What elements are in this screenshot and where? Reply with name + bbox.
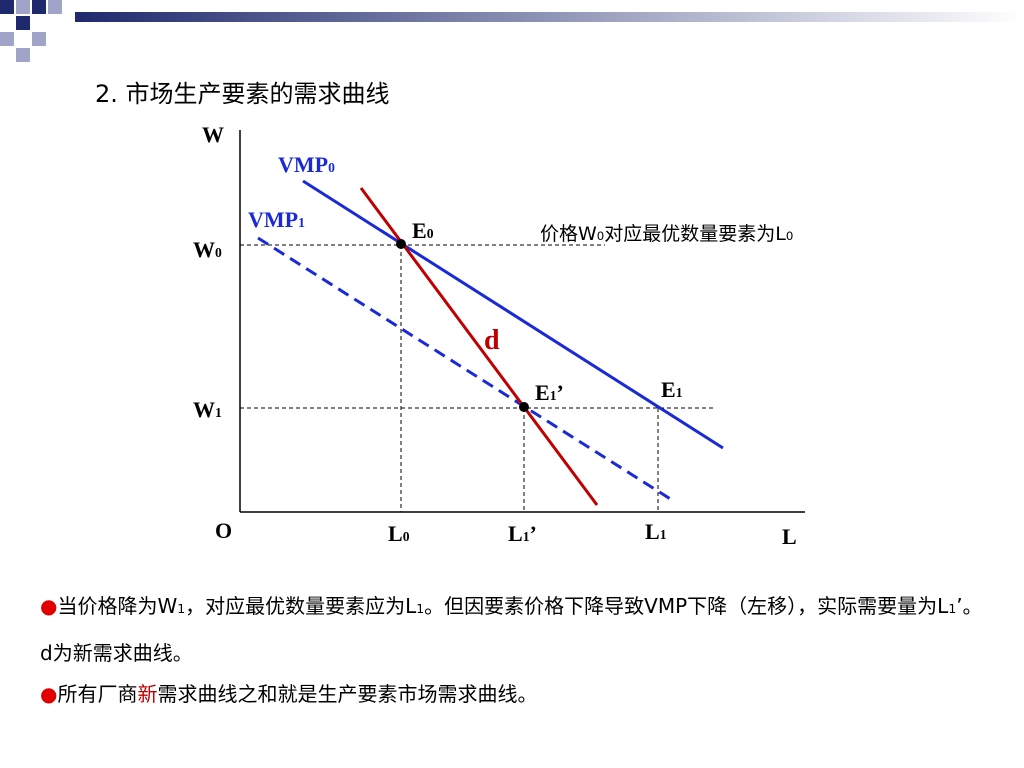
text-part: 0 — [215, 245, 222, 260]
axis-label: O — [215, 518, 232, 543]
text-part: 新 — [137, 682, 158, 706]
label: VMP1 — [248, 207, 305, 232]
text-part: 1 — [416, 601, 425, 616]
text-part: W — [193, 237, 215, 262]
text-part: 1 — [676, 385, 683, 400]
label: L1 — [645, 519, 667, 544]
title: 2. 市场生产要素的需求曲线 — [95, 80, 390, 108]
text-part: 1 — [550, 388, 557, 403]
annotation: 价格W0对应最优数量要素为L0 — [540, 223, 793, 245]
decoration — [0, 0, 1024, 62]
bullet: ●所有厂商新需求曲线之和就是生产要素市场需求曲线。 — [40, 672, 990, 716]
text-part: W — [193, 397, 215, 422]
text-part: L — [388, 521, 403, 546]
text-part: 0 — [403, 529, 410, 544]
text-part: ● — [40, 594, 58, 618]
text-part: ，对应最优数量要素应为L — [185, 594, 417, 618]
label: VMP0 — [278, 152, 335, 177]
label: L1’ — [508, 521, 537, 546]
text-part: 0 — [597, 229, 605, 243]
text-part: 1 — [660, 527, 667, 542]
text-part: 1 — [298, 215, 305, 230]
text-part: 0 — [786, 229, 794, 243]
text-part: 。但因要素价格下降导致VMP下降（左移），实际需要量为L — [424, 594, 949, 618]
vmp1-line — [257, 236, 673, 502]
axis-label: L — [782, 524, 797, 549]
label: W1 — [193, 397, 222, 422]
text-part: 1 — [215, 405, 222, 420]
point-e0 — [396, 239, 406, 249]
text-part: VMP — [248, 207, 298, 232]
text-part: 1 — [523, 529, 530, 544]
text-part: 需求曲线之和就是生产要素市场需求曲线。 — [157, 682, 538, 706]
text-part: E — [412, 218, 427, 243]
text-part: ’ — [530, 521, 537, 546]
text-part: L — [508, 521, 523, 546]
text-part: ’ — [557, 380, 564, 405]
label: d — [484, 325, 500, 356]
text-part: 所有厂商 — [57, 682, 138, 706]
text-part: 1 — [948, 601, 957, 616]
point-e1-prime — [519, 402, 529, 412]
text-part: L — [645, 519, 660, 544]
text-part: ● — [40, 682, 58, 706]
text-part: E — [661, 377, 676, 402]
text-part: 0 — [427, 226, 434, 241]
guides — [240, 244, 713, 512]
label: W0 — [193, 237, 222, 262]
label: E0 — [412, 218, 434, 243]
label: E1 — [661, 377, 683, 402]
bullet: ●当价格降为W1，对应最优数量要素应为L1。但因要素价格下降导致VMP下降（左移… — [40, 584, 990, 675]
label: E1’ — [535, 380, 564, 405]
text-part: 价格W — [540, 223, 597, 245]
text-part: 对应最优数量要素为L — [604, 223, 786, 245]
text-part: 0 — [328, 160, 335, 175]
vmp0-line — [302, 179, 724, 450]
axis-label: W — [202, 122, 224, 147]
text-part: E — [535, 380, 550, 405]
text-part: ’。d为新需求曲线。 — [40, 594, 983, 665]
text-part: 1 — [177, 601, 186, 616]
text-part: 当价格降为W — [57, 594, 178, 618]
label: L0 — [388, 521, 410, 546]
axes — [239, 130, 805, 513]
text-part: VMP — [278, 152, 328, 177]
